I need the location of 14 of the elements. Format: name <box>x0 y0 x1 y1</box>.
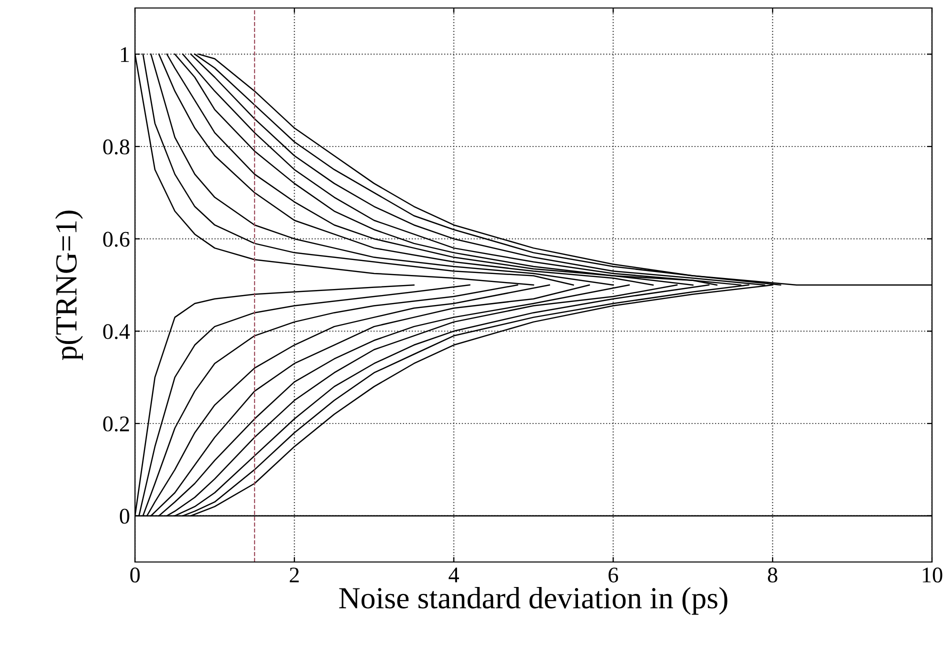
x-tick-label: 2 <box>290 568 299 582</box>
y-tick-label: 0.8 <box>103 139 130 155</box>
y-axis-title: p(TRNG=1) <box>55 210 83 360</box>
y-tick-label: 1 <box>120 47 129 62</box>
x-tick-label: 10 <box>922 568 942 582</box>
y-tick-label: 0.4 <box>103 324 130 340</box>
x-tick-label: 4 <box>448 568 460 582</box>
x-tick-label: 0 <box>130 568 140 582</box>
x-tick-label: 8 <box>768 568 778 582</box>
x-tick-label: 6 <box>608 568 618 582</box>
y-tick-label: 0.6 <box>103 232 130 247</box>
y-tick-label: 0.2 <box>103 416 129 432</box>
y-tick-label: 0 <box>120 508 130 524</box>
x-axis-title: Noise standard deviation in (ps) <box>339 587 728 615</box>
